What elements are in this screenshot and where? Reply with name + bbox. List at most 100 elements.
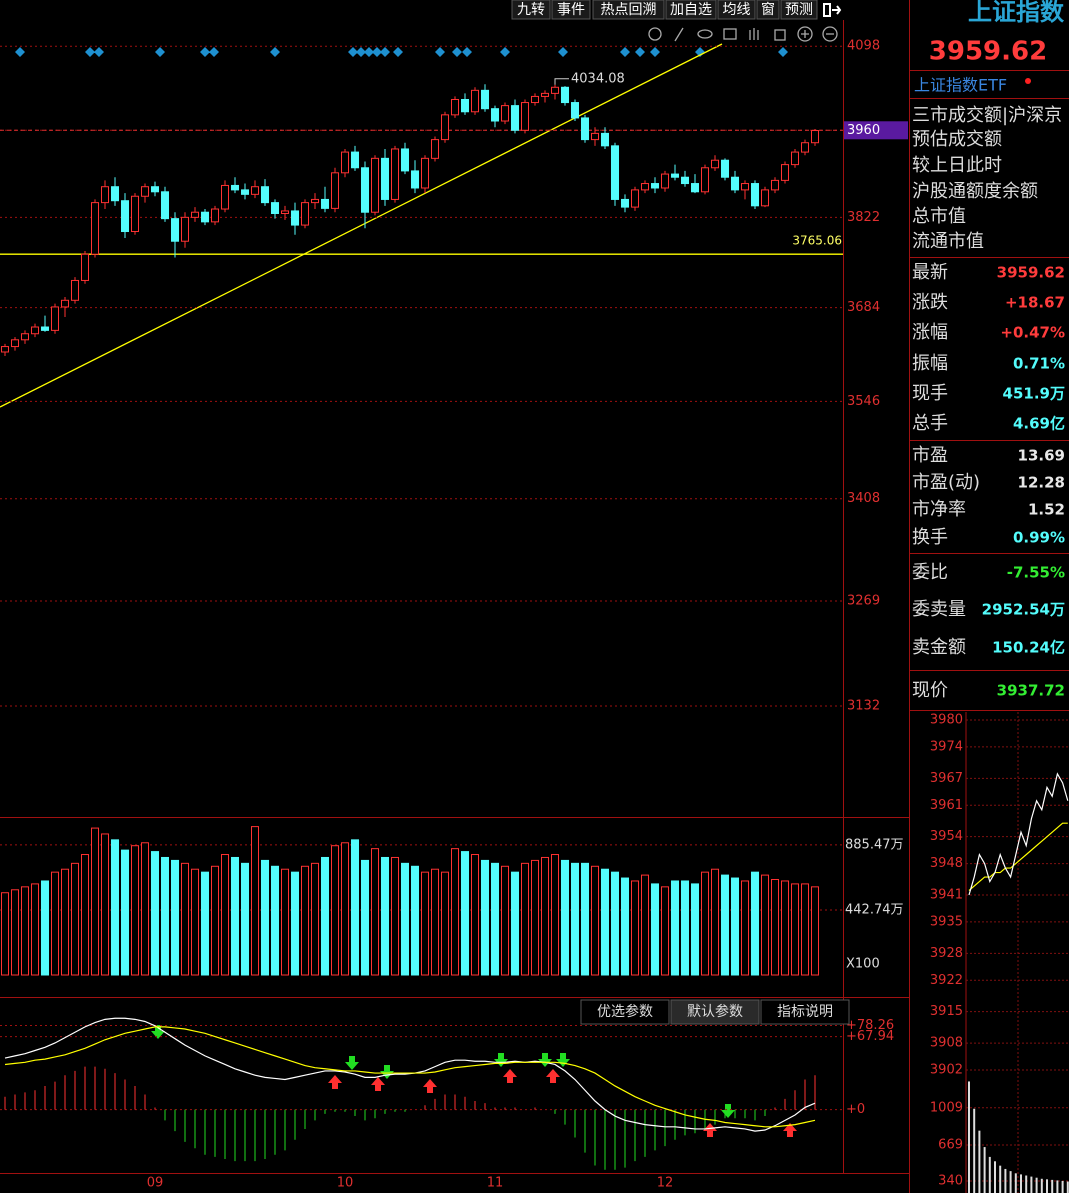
y-tick-label: 3915 <box>930 1004 963 1019</box>
volume-bar <box>11 889 19 976</box>
toolbar-label[interactable]: 均线 <box>723 2 751 18</box>
stat-value: 150.24亿 <box>992 639 1065 657</box>
volume-bar <box>31 883 39 976</box>
toolbar-label[interactable]: 窗 <box>761 1 775 18</box>
candle-body <box>501 105 509 122</box>
toolbar-button[interactable] <box>551 0 591 20</box>
volume-bar <box>461 851 469 976</box>
candle-body <box>191 211 199 218</box>
candle-body <box>441 114 449 141</box>
candle-body <box>221 184 229 210</box>
volume-bar <box>41 880 49 976</box>
indicator-tab[interactable] <box>760 999 850 1025</box>
volume-bar <box>181 862 189 976</box>
candle-body <box>211 208 219 223</box>
volume-bar <box>1 892 9 976</box>
volume-bar <box>161 856 169 976</box>
volume-bar <box>301 865 309 976</box>
toolbar-exit[interactable] <box>823 3 842 17</box>
info-label: 流通市值 <box>912 231 984 252</box>
y-tick-label: 3132 <box>847 699 880 714</box>
candle-body <box>601 132 609 147</box>
candle-body <box>491 108 499 122</box>
volume-bar <box>801 883 809 976</box>
candle-body <box>621 198 629 208</box>
volume-bar <box>481 859 489 976</box>
volume-bar <box>651 883 659 976</box>
event-markers[interactable] <box>15 47 788 57</box>
stat-label: 振幅 <box>912 353 948 374</box>
volume-bar <box>421 871 429 976</box>
toolbar-label[interactable]: 热点回溯 <box>601 2 657 18</box>
toolbar-button[interactable] <box>717 0 756 20</box>
toolbar-label[interactable]: 加自选 <box>670 2 712 18</box>
candle-body <box>641 183 649 191</box>
candle-body <box>791 151 799 166</box>
indicator-tab-label[interactable]: 默认参数 <box>687 1003 743 1020</box>
volume-bar <box>331 845 339 976</box>
toolbar-button[interactable] <box>511 0 551 20</box>
volume-bar <box>401 862 409 976</box>
volume-bar <box>631 880 639 976</box>
stat-label: 换手 <box>912 527 948 548</box>
volume-bar <box>211 865 219 976</box>
stat-value: 2952.54万 <box>982 601 1065 619</box>
candle-body <box>751 183 759 207</box>
toolbar-icons[interactable] <box>648 26 838 42</box>
candle-body <box>131 195 139 233</box>
y-tick-label: 4098 <box>847 39 880 54</box>
info-label: 预估成交额 <box>912 129 1002 150</box>
candle-body <box>481 89 489 110</box>
current-label: 3960 <box>847 123 880 138</box>
toolbar-button[interactable] <box>592 0 665 20</box>
y-tick-label: 3961 <box>930 798 963 813</box>
candle-body <box>31 326 39 335</box>
stat-label: 市净率 <box>912 499 966 520</box>
toolbar-button[interactable] <box>756 0 780 20</box>
toolbar-label[interactable]: 九转 <box>517 2 545 18</box>
volume-bar <box>271 865 279 976</box>
candle-body <box>321 198 329 209</box>
volume-bar <box>691 883 699 976</box>
toolbar-label[interactable]: 事件 <box>557 2 585 18</box>
volume-unit: X100 <box>846 957 880 972</box>
y-tick-label: +0 <box>846 1102 865 1117</box>
indicator-tab-label[interactable]: 优选参数 <box>597 1003 653 1020</box>
volume-bar <box>661 886 669 976</box>
volume-bar <box>681 880 689 976</box>
volume-bar <box>551 854 559 976</box>
candle-body <box>681 176 689 185</box>
y-tick-label: 3684 <box>847 300 880 315</box>
candle-body <box>271 202 279 215</box>
volume-bar <box>21 886 29 976</box>
stat-label: 委比 <box>912 562 948 583</box>
x-tick-label: 11 <box>487 1176 504 1191</box>
info-label: 沪股通额度余额 <box>912 181 1038 202</box>
trend-line <box>0 43 723 408</box>
volume-bar <box>411 865 419 976</box>
toolbar-button[interactable] <box>780 0 818 20</box>
candle-body <box>431 139 439 159</box>
candle-body <box>251 186 259 195</box>
candle-body <box>361 167 369 213</box>
toolbar-button[interactable] <box>665 0 717 20</box>
candle-body <box>581 117 589 141</box>
y-tick-label: +67.94 <box>846 1029 894 1044</box>
candle-body <box>81 253 89 281</box>
stat-value: 451.9万 <box>1003 385 1065 403</box>
quote-etf[interactable]: 上证指数ETF <box>914 76 1007 95</box>
indicator-tab-label[interactable]: 指标说明 <box>777 1004 833 1020</box>
y-tick-label: 3908 <box>930 1036 963 1051</box>
indicator-tab[interactable] <box>580 999 670 1025</box>
volume-bar <box>811 886 819 976</box>
indicator-tab[interactable] <box>670 999 760 1025</box>
volume-bar <box>751 871 759 976</box>
stat-label: 市盈(动) <box>912 472 980 493</box>
volume-bar <box>91 827 99 976</box>
candle-body <box>111 186 119 202</box>
y-tick-label: 669 <box>938 1137 963 1152</box>
toolbar-label[interactable]: 预测 <box>785 2 813 18</box>
candle-body <box>201 211 209 223</box>
